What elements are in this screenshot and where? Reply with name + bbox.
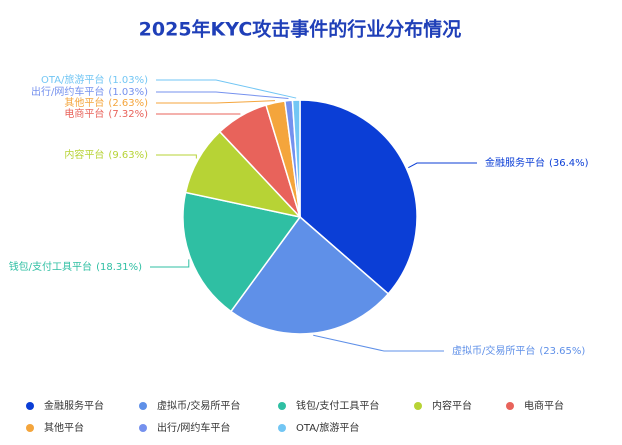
label-category: 虚拟币/交易所平台: [452, 344, 535, 357]
data-label: OTA/旅游平台 (1.03%): [41, 73, 148, 86]
legend-marker: [278, 402, 286, 410]
legend-label: 金融服务平台: [44, 399, 104, 412]
legend-label: 其他平台: [44, 421, 84, 434]
pie-slice: [182, 191, 302, 313]
label-category: 钱包/支付工具平台: [9, 260, 92, 273]
label-value: (1.03%): [108, 87, 148, 98]
data-label: 虚拟币/交易所平台 (23.65%): [452, 344, 585, 357]
label-value: (23.65%): [539, 346, 585, 357]
legend-marker: [139, 424, 147, 432]
label-value: (7.32%): [108, 109, 148, 120]
leader-line: [156, 91, 289, 100]
legend-label: 电商平台: [524, 399, 564, 412]
chart-title: 2025年KYC攻击事件的行业分布情况: [139, 18, 462, 41]
label-value: (9.63%): [108, 150, 148, 161]
pie-slice: [291, 99, 301, 218]
pie-slice: [299, 99, 418, 295]
label-category: 内容平台: [64, 148, 104, 161]
data-label: 出行/网约车平台 (1.03%): [31, 85, 148, 98]
leader-line: [156, 154, 197, 159]
label-value: (2.63%): [108, 98, 148, 109]
legend-marker: [414, 402, 422, 410]
leader-line: [156, 100, 275, 104]
legend-label: 出行/网约车平台: [157, 421, 230, 434]
label-category: 其他平台: [64, 96, 104, 109]
data-label: 钱包/支付工具平台 (18.31%): [9, 260, 142, 273]
leader-line: [150, 259, 190, 268]
data-label: 电商平台 (7.32%): [64, 107, 148, 120]
leader-line: [156, 79, 297, 99]
legend-marker: [278, 424, 286, 432]
legend-marker: [506, 402, 514, 410]
legend-label: 虚拟币/交易所平台: [157, 399, 240, 412]
pie-slice: [229, 215, 390, 335]
leader-line: [408, 162, 477, 169]
legend-marker: [139, 402, 147, 410]
label-category: 金融服务平台: [485, 156, 545, 169]
legend-label: 钱包/支付工具平台: [296, 399, 379, 412]
label-category: 电商平台: [64, 107, 104, 120]
label-value: (36.4%): [549, 158, 589, 169]
data-label: 金融服务平台 (36.4%): [485, 156, 589, 169]
legend-marker: [26, 402, 34, 410]
legend-marker: [26, 424, 34, 432]
label-category: 出行/网约车平台: [31, 85, 104, 98]
legend-label: 内容平台: [432, 399, 472, 412]
label-category: OTA/旅游平台: [41, 73, 104, 86]
label-value: (1.03%): [108, 75, 148, 86]
data-label: 内容平台 (9.63%): [64, 148, 148, 161]
label-value: (18.31%): [96, 262, 142, 273]
leader-line: [313, 334, 444, 352]
legend-label: OTA/旅游平台: [296, 421, 359, 434]
data-label: 其他平台 (2.63%): [64, 96, 148, 109]
